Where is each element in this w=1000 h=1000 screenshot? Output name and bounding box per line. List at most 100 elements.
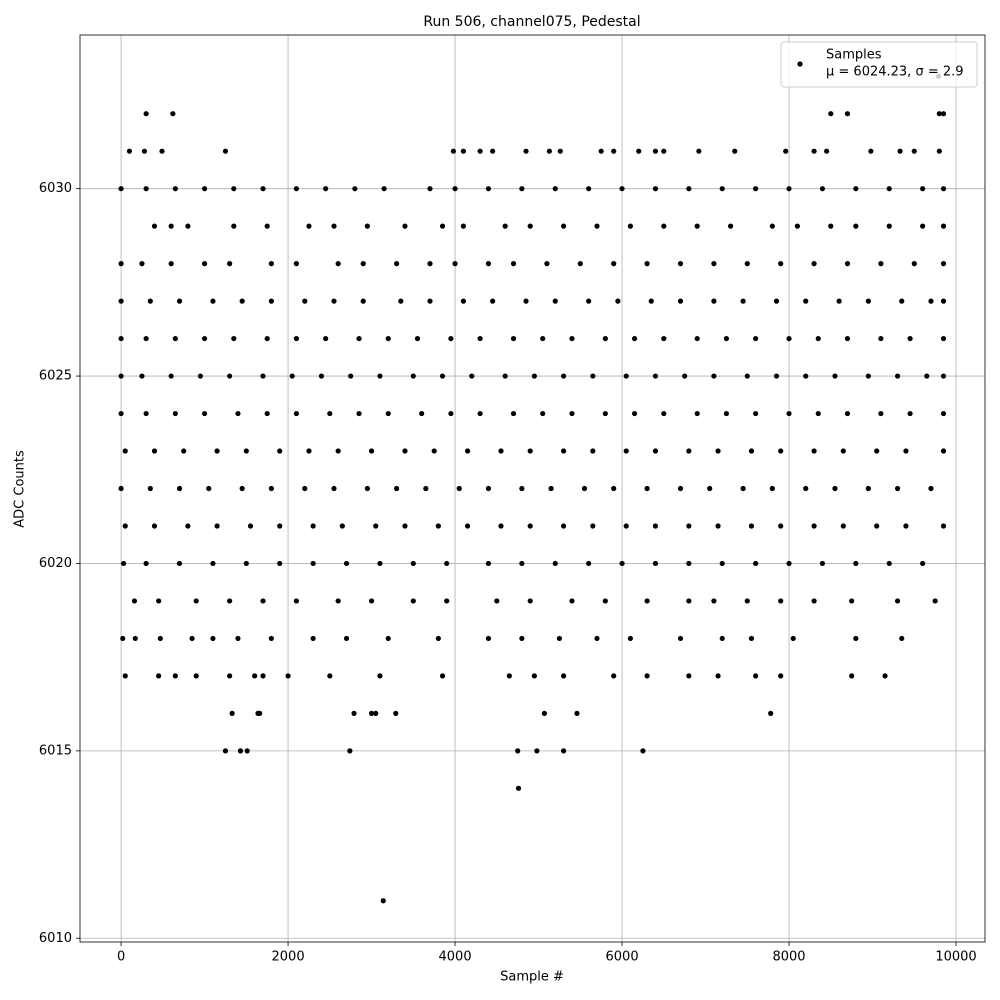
sample-point (853, 635, 859, 642)
sample-point (193, 673, 199, 679)
sample-point (214, 523, 220, 529)
sample-point (556, 635, 563, 642)
sample-point (460, 223, 467, 229)
sample-point (448, 335, 454, 342)
sample-point (423, 485, 429, 492)
sample-point (277, 523, 283, 529)
sample-point (920, 560, 926, 567)
sample-point (231, 223, 237, 229)
sample-point (727, 223, 734, 229)
sample-point (356, 335, 362, 342)
sample-point (168, 373, 174, 379)
sample-point (172, 410, 178, 417)
sample-point (868, 148, 874, 154)
x-tick-label: 10000 (935, 950, 976, 965)
sample-point (569, 598, 575, 604)
sample-point (120, 635, 126, 642)
point-layer (118, 73, 947, 904)
sample-point (627, 635, 633, 642)
sample-point (865, 373, 871, 379)
sample-point (335, 261, 341, 267)
sample-point (118, 186, 124, 192)
sample-point (310, 635, 316, 642)
sample-point (707, 485, 713, 492)
sample-point (541, 710, 547, 716)
sample-point (373, 523, 379, 529)
sample-point (811, 523, 817, 529)
sample-point (185, 223, 191, 229)
sample-point (385, 335, 391, 342)
sample-point (285, 673, 291, 679)
sample-point (393, 710, 399, 716)
sample-point (740, 298, 746, 304)
sample-point (485, 261, 492, 267)
sample-point (306, 223, 312, 229)
sample-point (452, 261, 458, 267)
sample-point (385, 635, 391, 642)
sample-point (380, 898, 386, 904)
sample-point (268, 485, 274, 492)
sample-point (677, 261, 684, 267)
sample-point (302, 298, 308, 304)
sample-point (711, 598, 717, 604)
sample-point (302, 485, 308, 492)
sample-point (143, 560, 149, 567)
sample-point (510, 335, 517, 342)
sample-point (331, 223, 337, 229)
sample-point (602, 598, 608, 604)
sample-point (356, 410, 362, 417)
legend: Samples μ = 6024.23, σ = 2.9 (780, 41, 978, 88)
sample-point (368, 598, 375, 604)
sample-point (878, 410, 884, 417)
sample-point (170, 111, 176, 117)
sample-point (598, 148, 604, 154)
sample-point (519, 485, 525, 492)
sample-point (940, 186, 947, 192)
sample-point (527, 523, 533, 529)
sample-point (940, 111, 947, 117)
sample-point (293, 335, 300, 342)
sample-point (151, 223, 158, 229)
x-axis-label: Sample # (500, 970, 564, 985)
sample-point (448, 410, 454, 417)
sample-point (515, 785, 522, 791)
sample-point (398, 298, 404, 304)
sample-point (940, 335, 947, 342)
sample-point (477, 335, 483, 342)
sample-point (456, 485, 462, 492)
sample-point (561, 523, 567, 529)
x-tick-label: 0 (117, 950, 125, 965)
sample-point (318, 373, 325, 379)
sample-point (911, 148, 917, 154)
sample-point (783, 148, 789, 154)
sample-point (377, 673, 383, 679)
sample-point (652, 448, 659, 454)
sample-point (590, 373, 596, 379)
sample-point (527, 448, 533, 454)
sample-point (552, 560, 558, 567)
sample-point (239, 485, 245, 492)
sample-point (143, 410, 149, 417)
x-tick-label: 8000 (772, 950, 805, 965)
sample-point (661, 148, 667, 154)
sample-point (185, 523, 191, 529)
sample-point (652, 523, 659, 529)
sample-point (611, 148, 617, 154)
sample-point (531, 373, 537, 379)
sample-point (936, 111, 942, 117)
sample-point (469, 373, 475, 379)
sample-point (874, 448, 880, 454)
sample-point (168, 223, 174, 229)
sample-point (840, 523, 846, 529)
sample-point (490, 298, 496, 304)
sample-point (878, 335, 884, 342)
sample-point (623, 373, 629, 379)
sample-point (719, 186, 725, 192)
legend-label: Samples (826, 48, 882, 63)
sample-point (450, 148, 456, 154)
sample-point (744, 261, 750, 267)
sample-point (778, 261, 784, 267)
sample-point (247, 523, 254, 529)
sample-point (210, 298, 216, 304)
